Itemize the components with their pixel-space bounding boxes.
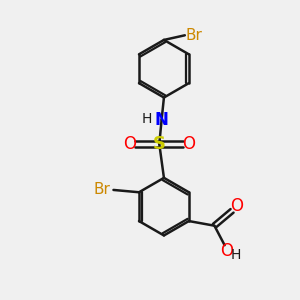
Text: O: O xyxy=(220,242,233,260)
Text: O: O xyxy=(123,135,136,153)
Text: S: S xyxy=(153,135,166,153)
Text: Br: Br xyxy=(93,182,110,197)
Text: O: O xyxy=(230,197,243,215)
Text: N: N xyxy=(155,111,169,129)
Text: H: H xyxy=(142,112,152,126)
Text: H: H xyxy=(231,248,242,262)
Text: O: O xyxy=(182,135,196,153)
Text: Br: Br xyxy=(186,28,202,43)
